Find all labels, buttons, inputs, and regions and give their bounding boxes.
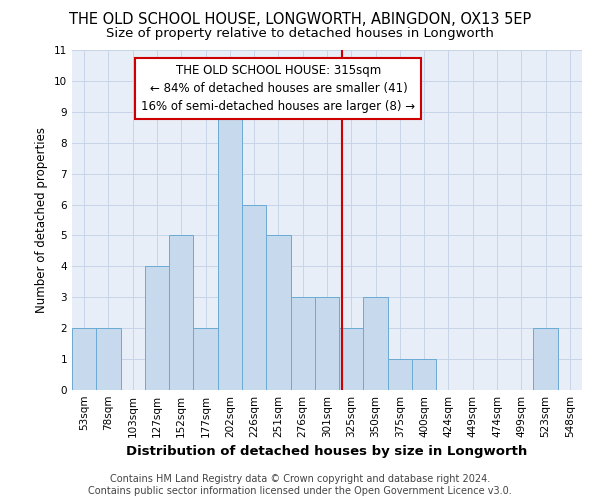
Bar (266, 236, 290, 390)
Text: Contains HM Land Registry data © Crown copyright and database right 2024.
Contai: Contains HM Land Registry data © Crown c… (88, 474, 512, 496)
Text: THE OLD SCHOOL HOUSE: 315sqm
← 84% of detached houses are smaller (41)
16% of se: THE OLD SCHOOL HOUSE: 315sqm ← 84% of de… (142, 64, 415, 113)
Bar (533, 328, 558, 390)
Bar (290, 298, 315, 390)
Bar (96, 328, 121, 390)
Y-axis label: Number of detached properties: Number of detached properties (35, 127, 49, 313)
Bar (364, 298, 388, 390)
Text: THE OLD SCHOOL HOUSE, LONGWORTH, ABINGDON, OX13 5EP: THE OLD SCHOOL HOUSE, LONGWORTH, ABINGDO… (69, 12, 531, 28)
Bar (145, 266, 169, 390)
Bar (218, 112, 242, 390)
Bar (412, 359, 436, 390)
Bar (339, 328, 364, 390)
Bar (169, 236, 193, 390)
Bar (388, 359, 412, 390)
X-axis label: Distribution of detached houses by size in Longworth: Distribution of detached houses by size … (127, 446, 527, 458)
Bar (72, 328, 96, 390)
Bar (315, 298, 339, 390)
Text: Size of property relative to detached houses in Longworth: Size of property relative to detached ho… (106, 28, 494, 40)
Bar (193, 328, 218, 390)
Bar (242, 204, 266, 390)
